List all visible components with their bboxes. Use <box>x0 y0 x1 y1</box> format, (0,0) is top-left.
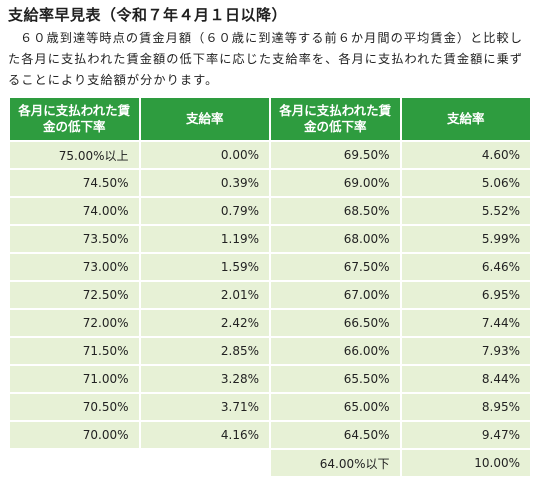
empty-cell <box>10 450 139 476</box>
table-row: 72.50% 2.01% 67.00% 6.95% <box>10 282 530 308</box>
table-cell: 72.50% <box>10 282 139 308</box>
table-row-last: 64.00%以下 10.00% <box>10 450 530 476</box>
table-cell: 71.50% <box>10 338 139 364</box>
table-cell: 65.50% <box>271 366 400 392</box>
table-cell: 6.46% <box>401 254 530 280</box>
table-cell: 64.00%以下 <box>271 450 400 476</box>
table-cell: 2.85% <box>140 338 269 364</box>
table-cell: 4.60% <box>401 142 530 168</box>
table-cell: 3.71% <box>140 394 269 420</box>
table-cell: 10.00% <box>401 450 530 476</box>
table-cell: 74.50% <box>10 170 139 196</box>
table-row: 71.00% 3.28% 65.50% 8.44% <box>10 366 530 392</box>
table-row: 74.50% 0.39% 69.00% 5.06% <box>10 170 530 196</box>
table-cell: 68.50% <box>271 198 400 224</box>
table-cell: 72.00% <box>10 310 139 336</box>
table-cell: 65.00% <box>271 394 400 420</box>
table-cell: 8.95% <box>401 394 530 420</box>
table-row: 73.50% 1.19% 68.00% 5.99% <box>10 226 530 252</box>
table-cell: 7.44% <box>401 310 530 336</box>
empty-cell <box>140 450 269 476</box>
table-cell: 0.00% <box>140 142 269 168</box>
table-row: 74.00% 0.79% 68.50% 5.52% <box>10 198 530 224</box>
table-cell: 1.19% <box>140 226 269 252</box>
description-text: ６０歳到達等時点の賃金月額（６０歳に到達等する前６か月間の平均賃金）と比較した各… <box>8 31 524 87</box>
table-cell: 6.95% <box>401 282 530 308</box>
table-cell: 7.93% <box>401 338 530 364</box>
table-row: 75.00%以上 0.00% 69.50% 4.60% <box>10 142 530 168</box>
table-cell: 70.00% <box>10 422 139 448</box>
table-cell: 0.39% <box>140 170 269 196</box>
header-payment-rate-right: 支給率 <box>401 98 530 140</box>
table-cell: 5.99% <box>401 226 530 252</box>
table-cell: 69.00% <box>271 170 400 196</box>
table-cell: 66.00% <box>271 338 400 364</box>
table-cell: 2.01% <box>140 282 269 308</box>
table-cell: 9.47% <box>401 422 530 448</box>
table-row: 71.50% 2.85% 66.00% 7.93% <box>10 338 530 364</box>
table-cell: 71.00% <box>10 366 139 392</box>
table-cell: 2.42% <box>140 310 269 336</box>
table-cell: 3.28% <box>140 366 269 392</box>
table-cell: 73.00% <box>10 254 139 280</box>
table-cell: 0.79% <box>140 198 269 224</box>
page-title: 支給率早見表（令和７年４月１日以降） <box>8 6 288 24</box>
table-cell: 64.50% <box>271 422 400 448</box>
header-payment-rate-left: 支給率 <box>140 98 269 140</box>
header-wage-decline-rate-right: 各月に支払われた賃金の低下率 <box>271 98 400 140</box>
table-cell: 69.50% <box>271 142 400 168</box>
table-row: 73.00% 1.59% 67.50% 6.46% <box>10 254 530 280</box>
table-row: 72.00% 2.42% 66.50% 7.44% <box>10 310 530 336</box>
table-cell: 67.00% <box>271 282 400 308</box>
table-cell: 67.50% <box>271 254 400 280</box>
table-cell: 66.50% <box>271 310 400 336</box>
table-cell: 5.52% <box>401 198 530 224</box>
table-header-row: 各月に支払われた賃金の低下率 支給率 各月に支払われた賃金の低下率 支給率 <box>10 98 530 140</box>
table-cell: 5.06% <box>401 170 530 196</box>
table-cell: 4.16% <box>140 422 269 448</box>
table-row: 70.00% 4.16% 64.50% 9.47% <box>10 422 530 448</box>
table-cell: 75.00%以上 <box>10 142 139 168</box>
table-cell: 1.59% <box>140 254 269 280</box>
rate-table: 各月に支払われた賃金の低下率 支給率 各月に支払われた賃金の低下率 支給率 75… <box>8 96 532 478</box>
table-cell: 8.44% <box>401 366 530 392</box>
table-cell: 68.00% <box>271 226 400 252</box>
table-cell: 70.50% <box>10 394 139 420</box>
table-cell: 73.50% <box>10 226 139 252</box>
header-wage-decline-rate-left: 各月に支払われた賃金の低下率 <box>10 98 139 140</box>
table-cell: 74.00% <box>10 198 139 224</box>
table-row: 70.50% 3.71% 65.00% 8.95% <box>10 394 530 420</box>
